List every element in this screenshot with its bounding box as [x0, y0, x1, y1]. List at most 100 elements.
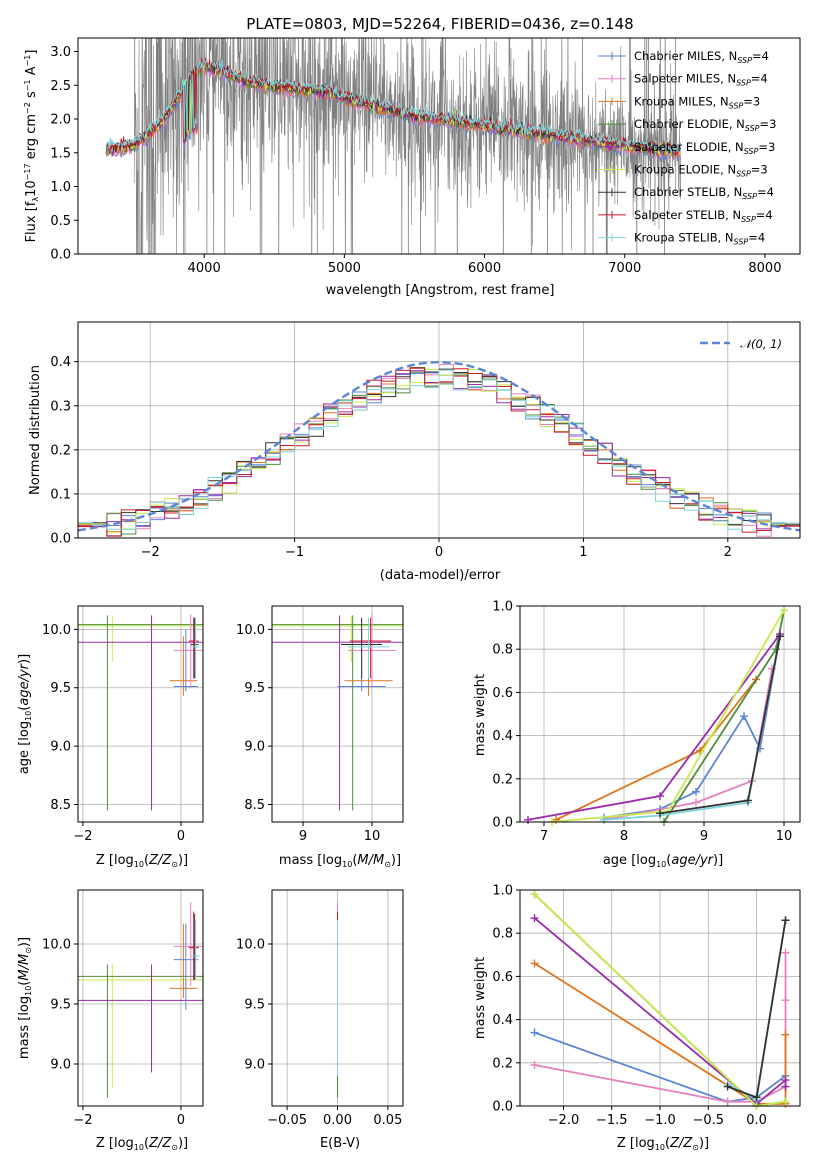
mass-vs-z-xlabel: Z [log10(Z/Z⊙)]	[96, 1136, 188, 1152]
mass_vs_ebv-ytick-label: 10.0	[236, 938, 265, 953]
age_vs_Z-ytick-label: 9.5	[50, 681, 71, 696]
age_vs_Z-ytick-label: 9.0	[50, 740, 71, 755]
weight-vs-age-series-salpeter-elodie	[527, 633, 781, 821]
legend-label-salpeter-miles: Salpeter MILES, NSSP=4	[634, 72, 768, 88]
age_vs_Z-ytick-label: 10.0	[42, 623, 71, 638]
weight-vs-age-panel: age [log10(age/yr)] mass weight 7 8 9 10 0.0…	[473, 600, 801, 869]
mass_vs_ebv-ytick-label: 9.5	[244, 998, 265, 1013]
age_vs_mass-ytick-label: 10.0	[236, 623, 265, 638]
legend-label-kroupa-miles: Kroupa MILES, NSSP=3	[634, 94, 760, 110]
mass_vs_ebv-xtick-label: 0.00	[323, 1113, 352, 1128]
mass_vs_Z-ytick-label: 10.0	[42, 938, 71, 953]
residuals-ytick-label: 0.2	[50, 443, 71, 458]
weight-vs-Z-series-salpeter-miles-point	[781, 948, 790, 957]
residuals-ytick-label: 0.4	[50, 355, 71, 370]
weight_vs_age-ytick-label: 0.4	[492, 729, 513, 744]
mass_vs_Z-plot-area	[78, 902, 203, 1098]
legend-label-chabrier-miles: Chabrier MILES, NSSP=4	[634, 49, 769, 65]
spectrum-data-line	[133, 38, 681, 254]
weight-vs-age-xlabel: age [log10(age/yr)]	[603, 853, 723, 869]
spectrum-ytick-label: 2.0	[50, 113, 71, 128]
mass_vs_Z-ytick-label: 9.0	[50, 1058, 71, 1073]
age-vs-mass-errorbar-kroupa-stelib	[347, 617, 390, 679]
weight_vs_Z-ytick-label: 1.0	[492, 884, 513, 899]
age-vs-mass-xlabel: mass [log10(M/M⊙)]	[279, 853, 401, 869]
age_vs_Z-xtick-label: 0	[177, 829, 185, 844]
spectrum-ytick-label: 0.0	[50, 248, 71, 263]
spectrum-panel: PLATE=0803, MJD=52264, FIBERID=0436, z=0…	[23, 15, 801, 298]
weight_vs_age-ytick-label: 0.2	[492, 772, 513, 787]
age-vs-Z-errorbar-kroupa-miles	[169, 636, 198, 696]
spectrum-xlabel: wavelength [Angstrom, rest frame]	[326, 283, 555, 298]
weight-vs-Z-axes-frame	[519, 889, 801, 1107]
weight_vs_Z-ytick-label: 0.4	[492, 1013, 513, 1028]
spectrum-xtick-label: 6000	[468, 261, 501, 276]
weight-vs-age-series-chabrier-miles-point	[740, 712, 748, 721]
weight-vs-Z-series-salpeter-elodie-point	[530, 914, 539, 923]
weight-vs-z-ylabel: mass weight	[473, 957, 488, 1039]
weight-vs-age-series-chabrier-stelib-point	[776, 632, 784, 641]
residual-hist-kroupa-stelib	[78, 369, 800, 530]
age-vs-Z-axes-frame	[77, 605, 204, 823]
weight_vs_age-ytick-label: 0.6	[492, 686, 513, 701]
weight-vs-age-series-chabrier-elodie-point	[772, 645, 780, 654]
mass-vs-Z-errorbar-kroupa-miles	[169, 923, 198, 998]
residuals-ytick-label: 0.3	[50, 399, 71, 414]
spectrum-ylabel: Flux [fλ10−17 erg cm−2 s−1 A−1]	[23, 50, 40, 243]
legend-label-salpeter-stelib: Salpeter STELIB, NSSP=4	[634, 208, 773, 224]
weight-vs-Z-series-chabrier-miles-point	[530, 1028, 539, 1037]
age-vs-z-panel: Z [log10(Z/Z⊙)] age [log10(age/yr)] −2 0 8…	[17, 605, 204, 869]
weight_vs_age-xtick-label: 9	[700, 829, 708, 844]
spectrum-model-line-kroupa-stelib	[105, 57, 681, 153]
residuals-xtick-label: 2	[724, 545, 732, 560]
legend-label-salpeter-elodie: Salpeter ELODIE, NSSP=3	[634, 140, 775, 156]
age_vs_mass-ytick-label: 9.0	[244, 740, 265, 755]
legend-label-kroupa-elodie: Kroupa ELODIE, NSSP=3	[634, 163, 768, 179]
weight_vs_age-ytick-label: 1.0	[492, 600, 513, 615]
legend-label-chabrier-elodie: Chabrier ELODIE, NSSP=3	[634, 117, 776, 133]
residuals-xtick-label: 0	[435, 545, 443, 560]
weight-vs-Z-series-salpeter-miles-point	[530, 1060, 539, 1069]
age-vs-mass-errorbar-salpeter-miles	[347, 614, 397, 688]
weight_vs_Z-ytick-label: 0.8	[492, 927, 513, 942]
age-vs-mass-panel: mass [log10(M/M⊙)] 9 10 8.5 9.0 9.5 10.0	[236, 605, 404, 869]
age-vs-Z-errorbar-kroupa-elodie	[78, 615, 203, 663]
weight-vs-age-series-salpeter-elodie-point	[656, 792, 664, 801]
weight-vs-age-series-chabrier-miles-point	[692, 787, 700, 796]
weight-vs-z-panel: Z [log10(Z/Z⊙)] mass weight −2.0 −1.5 −1.0…	[473, 884, 801, 1152]
mass-vs-Z-errorbar-salpeter-elodie	[78, 964, 203, 1073]
weight-vs-age-ylabel: mass weight	[473, 674, 488, 756]
weight-vs-age-series-kroupa-stelib-point	[600, 815, 608, 824]
mass-vs-z-panel: Z [log10(Z/Z⊙)] mass [log10(M/M⊙)] −2 0 9.…	[17, 889, 204, 1152]
mass-vs-ebv-xlabel: E(B-V)	[320, 1136, 360, 1151]
residuals-ytick-label: 0.1	[50, 487, 71, 502]
weight-vs-age-axes-frame	[519, 605, 801, 823]
age_vs_mass-ytick-label: 9.5	[244, 681, 265, 696]
age_vs_mass-ytick-label: 8.5	[244, 798, 265, 813]
residuals-axes-frame	[77, 321, 801, 539]
age-vs-mass-errorbar-salpeter-elodie	[272, 615, 403, 811]
normal-legend-label: 𝒩(0, 1)	[740, 337, 782, 351]
age-vs-mass-errorbar-chabrier-elodie	[272, 615, 403, 811]
spectrum-plot-area	[105, 38, 682, 254]
weight-vs-Z-series-kroupa-miles-point	[781, 1030, 790, 1039]
legend-label-chabrier-stelib: Chabrier STELIB, NSSP=4	[634, 185, 774, 201]
age-vs-mass-errorbar-chabrier-stelib	[340, 617, 383, 679]
spectrum-title: PLATE=0803, MJD=52264, FIBERID=0436, z=0…	[246, 15, 633, 33]
age_vs_mass-xtick-label: 10	[364, 829, 381, 844]
residuals-ylabel: Normed distribution	[28, 365, 43, 495]
weight_vs_Z-ytick-label: 0.0	[492, 1100, 513, 1115]
weight-vs-Z-series-chabrier-stelib-point	[752, 1093, 761, 1102]
weight-vs-Z-series-kroupa-elodie-point	[781, 1097, 790, 1106]
residuals-xtick-label: −1	[285, 545, 304, 560]
weight_vs_age-xtick-label: 7	[540, 829, 548, 844]
weight-vs-Z-series-chabrier-stelib-point	[781, 916, 790, 925]
mass-vs-Z-errorbar-kroupa-stelib	[191, 920, 200, 980]
age_vs_Z-plot-area	[78, 614, 203, 811]
weight_vs_Z-ytick-label: 0.6	[492, 970, 513, 985]
mass_vs_ebv-xtick-label: 0.05	[373, 1113, 402, 1128]
mass-vs-Z-errorbar-salpeter-miles	[173, 902, 203, 986]
age_vs_Z-ytick-label: 8.5	[50, 798, 71, 813]
age-vs-z-xlabel: Z [log10(Z/Z⊙)]	[96, 853, 188, 869]
legend-label-kroupa-stelib: Kroupa STELIB, NSSP=4	[634, 231, 765, 247]
